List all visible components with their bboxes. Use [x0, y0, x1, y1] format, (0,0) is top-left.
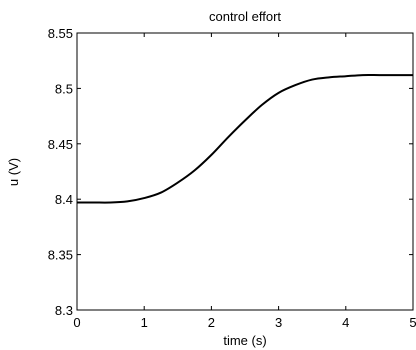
y-tick-label: 8.35: [48, 248, 73, 263]
y-tick-label: 8.5: [55, 81, 73, 96]
x-tick-label: 1: [141, 315, 148, 330]
x-tick-label: 5: [409, 315, 416, 330]
plot-area-frame: [76, 32, 414, 311]
y-tick-label: 8.45: [48, 137, 73, 152]
x-tick-label: 4: [342, 315, 349, 330]
y-axis: 8.3 8.35 8.4 8.45 8.5 8.55: [48, 26, 413, 318]
x-axis: 0 1 2 3 4 5: [73, 33, 416, 330]
x-tick-label: 3: [275, 315, 282, 330]
chart-title: control effort: [209, 9, 281, 24]
y-tick-label: 8.4: [55, 192, 73, 207]
x-tick-label: 2: [208, 315, 215, 330]
y-tick-label: 8.3: [55, 303, 73, 318]
series-line-control-effort: [76, 74, 413, 204]
y-axis-label: u (V): [6, 158, 21, 186]
y-tick-label: 8.55: [48, 26, 73, 41]
x-tick-label: 0: [73, 315, 80, 330]
x-axis-label: time (s): [223, 333, 266, 348]
